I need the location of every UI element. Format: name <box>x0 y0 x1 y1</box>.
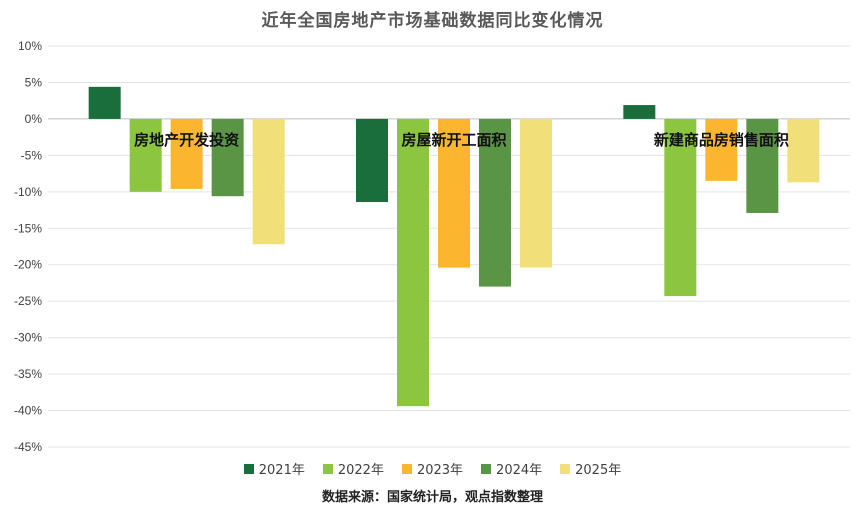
bar <box>252 118 285 245</box>
bar <box>129 118 162 192</box>
bar <box>520 118 552 268</box>
legend-label: 2024年 <box>496 463 543 478</box>
legend-label: 2022年 <box>337 463 384 478</box>
bar <box>623 105 656 119</box>
legend-swatch <box>243 463 254 474</box>
legend-item: 2021年 <box>243 459 305 478</box>
legend-swatch <box>560 463 571 474</box>
legend-item: 2022年 <box>322 459 384 478</box>
bar <box>438 118 470 268</box>
category-label: 新建商品房销售面积 <box>654 131 789 149</box>
y-tick-label: -10% <box>14 185 42 199</box>
bar <box>356 118 388 203</box>
y-tick-label: -45% <box>14 440 42 454</box>
category-label: 房屋新开工面积 <box>401 131 506 149</box>
bar <box>88 86 121 119</box>
category-label: 房地产开发投资 <box>134 131 239 149</box>
source-note: 数据来源：国家统计局，观点指数整理 <box>321 490 543 505</box>
y-tick-label: -5% <box>21 148 43 162</box>
y-tick-label: -25% <box>14 294 42 308</box>
y-tick-label: -20% <box>14 258 42 272</box>
bar <box>397 118 429 407</box>
legend-swatch <box>401 463 412 474</box>
y-tick-label: 5% <box>25 75 43 89</box>
legend-swatch <box>322 463 333 474</box>
bar <box>170 118 203 189</box>
legend-swatch <box>481 463 492 474</box>
chart-title: 近年全国房地产市场基础数据同比变化情况 <box>261 11 604 31</box>
chart-legend: 2021年 2022年 2023年 2024年 2025年 <box>0 459 865 478</box>
legend-item: 2025年 <box>560 459 621 478</box>
legend-label: 2021年 <box>258 463 305 478</box>
legend-item: 2024年 <box>481 459 542 478</box>
bar <box>746 118 779 213</box>
y-tick-label: -35% <box>14 367 42 381</box>
y-tick-label: 10% <box>18 39 42 53</box>
bar <box>705 118 738 181</box>
legend-item: 2023年 <box>401 459 464 478</box>
bar <box>479 118 511 287</box>
bar <box>664 118 697 297</box>
legend-label: 2023年 <box>416 463 464 478</box>
y-tick-label: -15% <box>14 221 42 235</box>
y-tick-label: -40% <box>14 404 42 418</box>
y-tick-label: 0% <box>25 112 43 126</box>
legend-label: 2025年 <box>575 463 622 478</box>
bar <box>211 118 244 197</box>
bar <box>787 118 820 183</box>
y-tick-label: -30% <box>14 331 42 345</box>
